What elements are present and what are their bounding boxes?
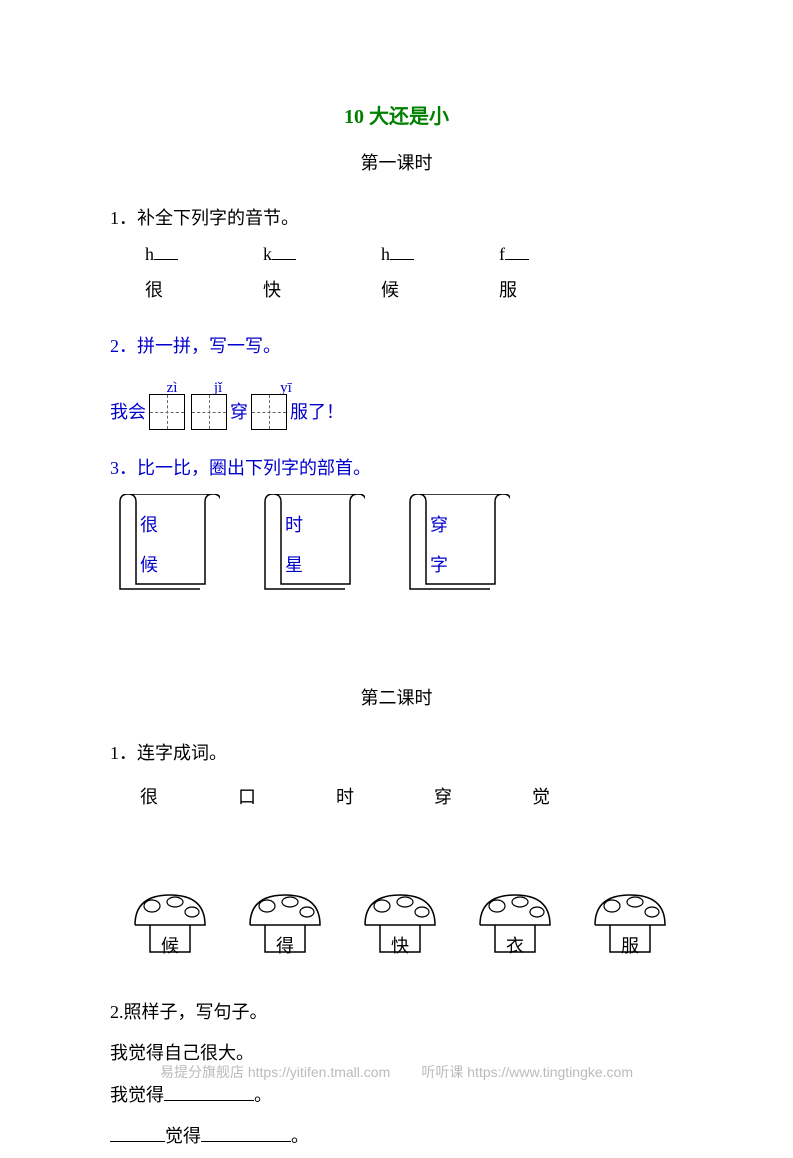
blank-underline[interactable] xyxy=(505,259,529,260)
scroll-card: 时 星 xyxy=(255,494,365,594)
l2q1-top-row: 很 口 时 穿 觉 xyxy=(110,779,683,815)
q1-letter: h xyxy=(145,244,154,264)
l2q1-prompt: 1．连字成词。 xyxy=(110,735,683,771)
mushroom-char: 服 xyxy=(590,928,670,964)
scroll-icon xyxy=(255,494,365,594)
mushroom-item: 快 xyxy=(360,890,440,972)
lesson1-subtitle: 第一课时 xyxy=(110,149,683,175)
q1-char: 服 xyxy=(499,272,549,308)
q1-prompt: 1．补全下列字的音节。 xyxy=(110,200,683,236)
scroll-icon xyxy=(400,494,510,594)
scroll-card: 穿 字 xyxy=(400,494,510,594)
lesson-2: 第二课时 1．连字成词。 很 口 时 穿 觉 候 得 快 衣 xyxy=(110,684,683,1158)
mushroom-item: 衣 xyxy=(475,890,555,972)
tian-grid-box[interactable] xyxy=(191,394,227,430)
tian-grid-box[interactable] xyxy=(149,394,185,430)
scroll-char: 候 xyxy=(140,546,158,586)
q1-chars-row: 很 快 候 服 xyxy=(110,272,683,308)
footer-right: 听听课 https://www.tingtingke.com xyxy=(421,1064,633,1080)
mushroom-char: 衣 xyxy=(475,928,555,964)
scroll-char: 字 xyxy=(430,546,448,586)
l2q2-prompt: 2.照样子，写句子。 xyxy=(110,992,683,1033)
scroll-char: 时 xyxy=(285,506,303,546)
scrolls-row: 很 候 时 星 穿 字 xyxy=(110,494,683,594)
l2q2-line3-mid: 觉得 xyxy=(165,1126,201,1146)
page-footer: 易提分旗舰店 https://yitifen.tmall.com 听听课 htt… xyxy=(0,1062,793,1082)
mushroom-item: 得 xyxy=(245,890,325,972)
q1-letter: f xyxy=(499,244,505,264)
mushroom-char: 得 xyxy=(245,928,325,964)
question-2: 2．拼一拼，写一写。 zì jǐ yī 我会 穿 服了！ xyxy=(110,328,683,430)
mushroom-item: 服 xyxy=(590,890,670,972)
scroll-card: 很 候 xyxy=(110,494,220,594)
l2q2-line3: 觉得 。 xyxy=(110,1116,683,1157)
lesson2-subtitle: 第二课时 xyxy=(110,684,683,710)
period: 。 xyxy=(291,1126,309,1146)
tian-grid-box[interactable] xyxy=(251,394,287,430)
mushroom-item: 候 xyxy=(130,890,210,972)
match-char: 很 xyxy=(140,779,158,815)
scroll-char: 很 xyxy=(140,506,158,546)
l2-question-1: 1．连字成词。 很 口 时 穿 觉 候 得 快 衣 xyxy=(110,735,683,972)
q1-letter: h xyxy=(381,244,390,264)
scroll-icon xyxy=(110,494,220,594)
match-char: 时 xyxy=(336,779,354,815)
q3-num: 3 xyxy=(110,458,119,478)
l2q2-line2-prefix: 我觉得 xyxy=(110,1085,164,1105)
q1-letters-row: h k h f xyxy=(110,236,683,272)
scroll-char: 穿 xyxy=(430,506,448,546)
q2-prompt: 2．拼一拼，写一写。 xyxy=(110,328,683,364)
question-3: 3．比一比，圈出下列字的部首。 很 候 时 星 穿 xyxy=(110,450,683,594)
page-title: 10 大还是小 xyxy=(110,100,683,129)
q1-letter: k xyxy=(263,244,272,264)
q2-line: zì jǐ yī 我会 穿 服了！ xyxy=(110,394,683,430)
scroll-char: 星 xyxy=(285,546,303,586)
match-char: 穿 xyxy=(434,779,452,815)
mushroom-char: 候 xyxy=(130,928,210,964)
blank-underline[interactable] xyxy=(272,259,296,260)
q1-char: 快 xyxy=(263,272,313,308)
question-1: 1．补全下列字的音节。 h k h f 很 快 候 服 xyxy=(110,200,683,308)
blank-underline[interactable] xyxy=(201,1141,291,1142)
blank-underline[interactable] xyxy=(110,1141,165,1142)
match-char: 觉 xyxy=(532,779,550,815)
scroll-text: 时 星 xyxy=(285,506,303,585)
blank-underline[interactable] xyxy=(390,259,414,260)
q2-prefix: 我会 xyxy=(110,394,146,430)
q1-char: 候 xyxy=(381,272,431,308)
footer-left: 易提分旗舰店 https://yitifen.tmall.com xyxy=(160,1064,390,1080)
scroll-text: 穿 字 xyxy=(430,506,448,585)
blank-underline[interactable] xyxy=(164,1100,254,1101)
mushroom-char: 快 xyxy=(360,928,440,964)
scroll-text: 很 候 xyxy=(140,506,158,585)
match-char: 口 xyxy=(238,779,256,815)
q3-text: ．比一比，圈出下列字的部首。 xyxy=(119,458,371,478)
mushrooms-row: 候 得 快 衣 服 xyxy=(110,890,683,972)
q3-prompt: 3．比一比，圈出下列字的部首。 xyxy=(110,450,683,486)
q1-char: 很 xyxy=(145,272,195,308)
period: 。 xyxy=(254,1085,272,1105)
blank-underline[interactable] xyxy=(154,259,178,260)
